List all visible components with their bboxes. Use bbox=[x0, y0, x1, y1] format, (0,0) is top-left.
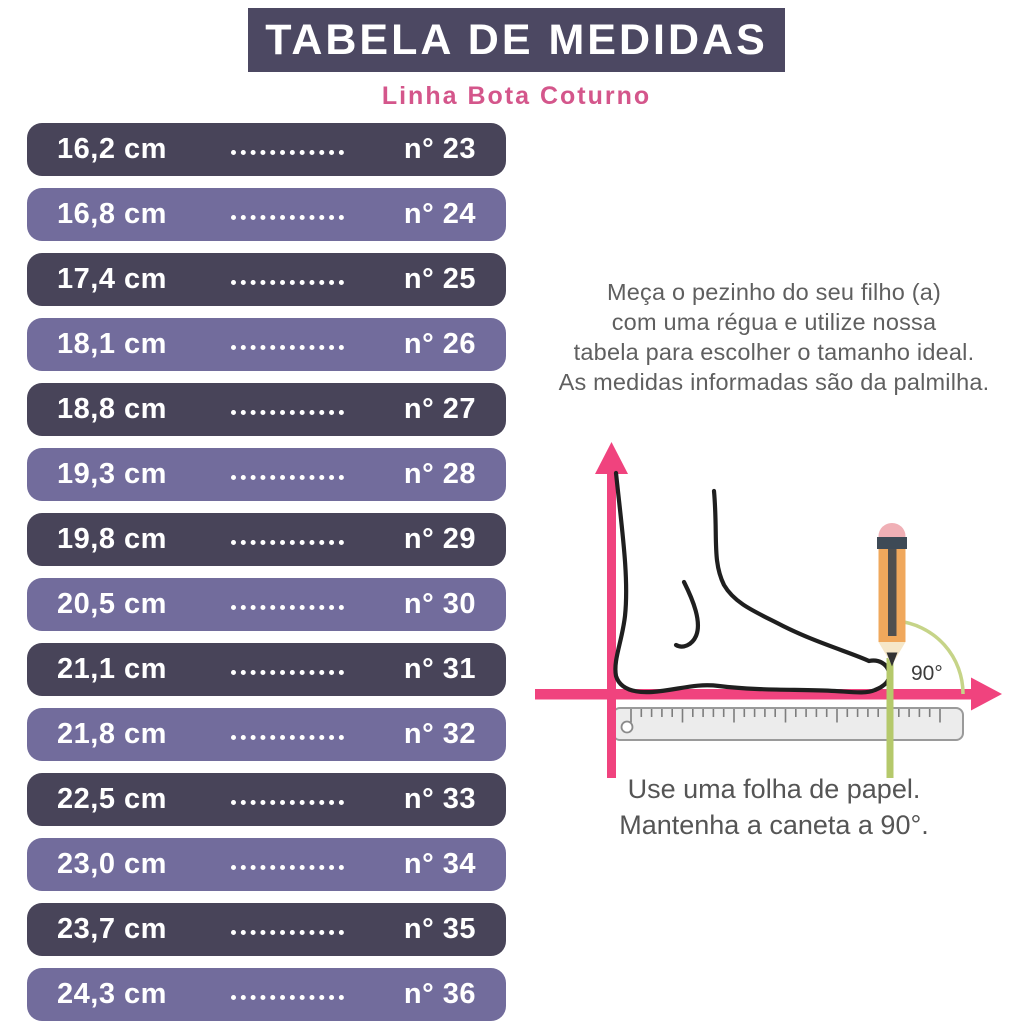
measurement-cm: 24,3 cm bbox=[57, 978, 167, 1010]
size-row: 16,2 cm n° 23 bbox=[27, 123, 506, 176]
pencil-icon bbox=[877, 523, 907, 667]
measurement-cm: 17,4 cm bbox=[57, 263, 167, 295]
dotted-separator bbox=[231, 800, 344, 805]
note-line: Use uma folha de papel. bbox=[627, 774, 921, 804]
dotted-separator bbox=[231, 280, 344, 285]
size-row: 22,5 cm n° 33 bbox=[27, 773, 506, 826]
instruction-line: Meça o pezinho do seu filho (a) bbox=[606, 279, 942, 305]
shoe-size: n° 27 bbox=[403, 393, 476, 425]
title-banner: TABELA DE MEDIDAS bbox=[248, 8, 785, 72]
dotted-separator bbox=[231, 735, 344, 740]
measurement-cm: 20,5 cm bbox=[57, 588, 167, 620]
instruction-line: tabela para escolher o tamanho ideal. bbox=[573, 339, 975, 365]
shoe-size: n° 29 bbox=[403, 523, 476, 555]
size-row: 16,8 cm n° 24 bbox=[27, 188, 506, 241]
size-row: 21,1 cm n° 31 bbox=[27, 643, 506, 696]
instruction-line: As medidas informadas são da palmilha. bbox=[558, 369, 990, 395]
shoe-size: n° 28 bbox=[403, 458, 476, 490]
horizontal-axis bbox=[535, 677, 1002, 711]
dotted-separator bbox=[231, 670, 344, 675]
size-row: 19,3 cm n° 28 bbox=[27, 448, 506, 501]
dotted-separator bbox=[231, 605, 344, 610]
shoe-size: n° 26 bbox=[403, 328, 476, 360]
measuring-diagram: 90° bbox=[535, 442, 1002, 778]
size-table: 16,2 cm n° 23 16,8 cm n° 24 17,4 cm n° 2… bbox=[27, 123, 506, 1033]
size-row: 18,1 cm n° 26 bbox=[27, 318, 506, 371]
note-line: Mantenha a caneta a 90°. bbox=[619, 810, 929, 840]
shoe-size: n° 35 bbox=[403, 913, 476, 945]
dotted-separator bbox=[231, 540, 344, 545]
shoe-size: n° 24 bbox=[403, 198, 476, 230]
size-row: 18,8 cm n° 27 bbox=[27, 383, 506, 436]
shoe-size: n° 34 bbox=[403, 848, 476, 880]
shoe-size: n° 36 bbox=[403, 978, 476, 1010]
angle-arc bbox=[896, 619, 965, 695]
measurement-cm: 19,8 cm bbox=[57, 523, 167, 555]
size-row: 17,4 cm n° 25 bbox=[27, 253, 506, 306]
dotted-separator bbox=[231, 215, 344, 220]
measurement-cm: 16,8 cm bbox=[57, 198, 167, 230]
shoe-size: n° 32 bbox=[403, 718, 476, 750]
size-row: 23,0 cm n° 34 bbox=[27, 838, 506, 891]
size-row: 24,3 cm n° 36 bbox=[27, 968, 506, 1021]
measurement-cm: 22,5 cm bbox=[57, 783, 167, 815]
ruler-icon bbox=[612, 707, 964, 741]
ruler-ticks bbox=[630, 709, 941, 723]
right-arrow-icon bbox=[971, 677, 1002, 711]
measurement-cm: 18,1 cm bbox=[57, 328, 167, 360]
page-title: TABELA DE MEDIDAS bbox=[265, 15, 768, 64]
angle-label: 90° bbox=[911, 662, 943, 685]
shoe-size: n° 33 bbox=[403, 783, 476, 815]
measurement-cm: 21,8 cm bbox=[57, 718, 167, 750]
shoe-size: n° 25 bbox=[403, 263, 476, 295]
size-row: 23,7 cm n° 35 bbox=[27, 903, 506, 956]
size-row: 21,8 cm n° 32 bbox=[27, 708, 506, 761]
instruction-line: com uma régua e utilize nossa bbox=[611, 309, 937, 335]
foot-outline bbox=[613, 470, 892, 695]
dotted-separator bbox=[231, 995, 344, 1000]
dotted-separator bbox=[231, 150, 344, 155]
subtitle: Linha Bota Coturno bbox=[381, 82, 652, 110]
measurement-cm: 23,0 cm bbox=[57, 848, 167, 880]
measurement-cm: 19,3 cm bbox=[57, 458, 167, 490]
dotted-separator bbox=[231, 930, 344, 935]
dotted-separator bbox=[231, 865, 344, 870]
shoe-size: n° 31 bbox=[403, 653, 476, 685]
vertical-axis bbox=[595, 442, 628, 778]
shoe-size: n° 30 bbox=[403, 588, 476, 620]
instructions-text: Meça o pezinho do seu filho (a) com uma … bbox=[540, 277, 1008, 397]
measurement-cm: 16,2 cm bbox=[57, 133, 167, 165]
size-row: 20,5 cm n° 30 bbox=[27, 578, 506, 631]
dotted-separator bbox=[231, 475, 344, 480]
size-row: 19,8 cm n° 29 bbox=[27, 513, 506, 566]
dotted-separator bbox=[231, 410, 344, 415]
measurement-cm: 23,7 cm bbox=[57, 913, 167, 945]
up-arrow-icon bbox=[595, 442, 628, 474]
measurement-cm: 21,1 cm bbox=[57, 653, 167, 685]
shoe-size: n° 23 bbox=[403, 133, 476, 165]
footer-note: Use uma folha de papel. Mantenha a canet… bbox=[540, 771, 1008, 843]
measurement-cm: 18,8 cm bbox=[57, 393, 167, 425]
dotted-separator bbox=[231, 345, 344, 350]
